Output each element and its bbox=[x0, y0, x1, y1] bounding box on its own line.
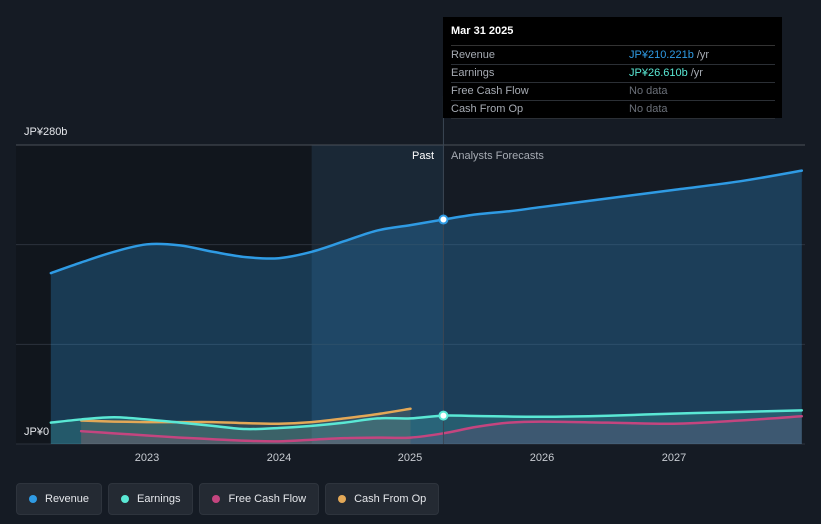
tooltip-date: Mar 31 2025 bbox=[451, 23, 775, 46]
past-background bbox=[16, 145, 312, 444]
tooltip-fcf-value: No data bbox=[629, 85, 668, 97]
past-label: Past bbox=[412, 150, 435, 162]
earnings-area bbox=[50, 410, 802, 444]
tooltip-row-revenue: Revenue JP¥210.221b /yr bbox=[451, 47, 775, 65]
tooltip-earnings-label: Earnings bbox=[451, 67, 495, 79]
free-cash-flow-line bbox=[79, 414, 804, 443]
legend-revenue-label: Revenue bbox=[45, 493, 90, 505]
earnings-marker bbox=[438, 410, 449, 421]
x-tick-2024: 2024 bbox=[266, 452, 292, 464]
legend-earnings-label: Earnings bbox=[137, 493, 181, 505]
legend-free-cash-flow-label: Free Cash Flow bbox=[228, 493, 307, 505]
legend-item-free-cash-flow[interactable]: Free Cash Flow bbox=[199, 483, 320, 515]
revenue-marker bbox=[438, 214, 449, 225]
recent-period-highlight bbox=[311, 145, 444, 444]
data-tooltip: Mar 31 2025 Revenue JP¥210.221b /yr Earn… bbox=[443, 17, 782, 119]
legend-item-cash-from-op[interactable]: Cash From Op bbox=[325, 483, 440, 515]
cash-from-op-area bbox=[81, 408, 411, 444]
revenue-line bbox=[49, 169, 804, 275]
cash-from-op-dot-icon bbox=[338, 495, 347, 503]
tooltip-cfo-label: Cash From Op bbox=[451, 103, 524, 115]
tooltip-row-cfo: Cash From Op No data bbox=[451, 101, 775, 119]
tooltip-earnings-unit: /yr bbox=[690, 67, 703, 79]
tooltip-revenue-value: JP¥210.221b bbox=[629, 49, 694, 61]
tooltip-revenue-label: Revenue bbox=[451, 49, 496, 61]
chart-legend: Revenue Earnings Free Cash Flow Cash Fro… bbox=[16, 483, 440, 515]
legend-item-earnings[interactable]: Earnings bbox=[108, 483, 194, 515]
x-tick-2026: 2026 bbox=[529, 452, 555, 464]
y-axis-min-label: JP¥0 bbox=[24, 426, 50, 438]
earnings-line bbox=[49, 409, 804, 431]
forecast-label: Analysts Forecasts bbox=[451, 150, 544, 162]
earnings-dot-icon bbox=[121, 495, 130, 503]
revenue-area bbox=[50, 170, 802, 444]
x-tick-2027: 2027 bbox=[661, 452, 687, 464]
y-axis-max-label: JP¥280b bbox=[24, 126, 68, 138]
tooltip-cfo-value: No data bbox=[629, 103, 668, 115]
x-tick-2025: 2025 bbox=[397, 452, 423, 464]
legend-cash-from-op-label: Cash From Op bbox=[354, 493, 427, 505]
cash-from-op-line bbox=[79, 407, 412, 426]
tooltip-row-fcf: Free Cash Flow No data bbox=[451, 83, 775, 101]
legend-item-revenue[interactable]: Revenue bbox=[16, 483, 103, 515]
tooltip-revenue-unit: /yr bbox=[696, 49, 710, 61]
free-cash-flow-dot-icon bbox=[212, 495, 221, 503]
x-tick-2023: 2023 bbox=[134, 452, 160, 464]
tooltip-fcf-label: Free Cash Flow bbox=[451, 85, 529, 97]
tooltip-earnings-value: JP¥26.610b bbox=[629, 67, 688, 79]
revenue-dot-icon bbox=[29, 495, 37, 503]
tooltip-row-earnings: Earnings JP¥26.610b /yr bbox=[451, 65, 775, 83]
